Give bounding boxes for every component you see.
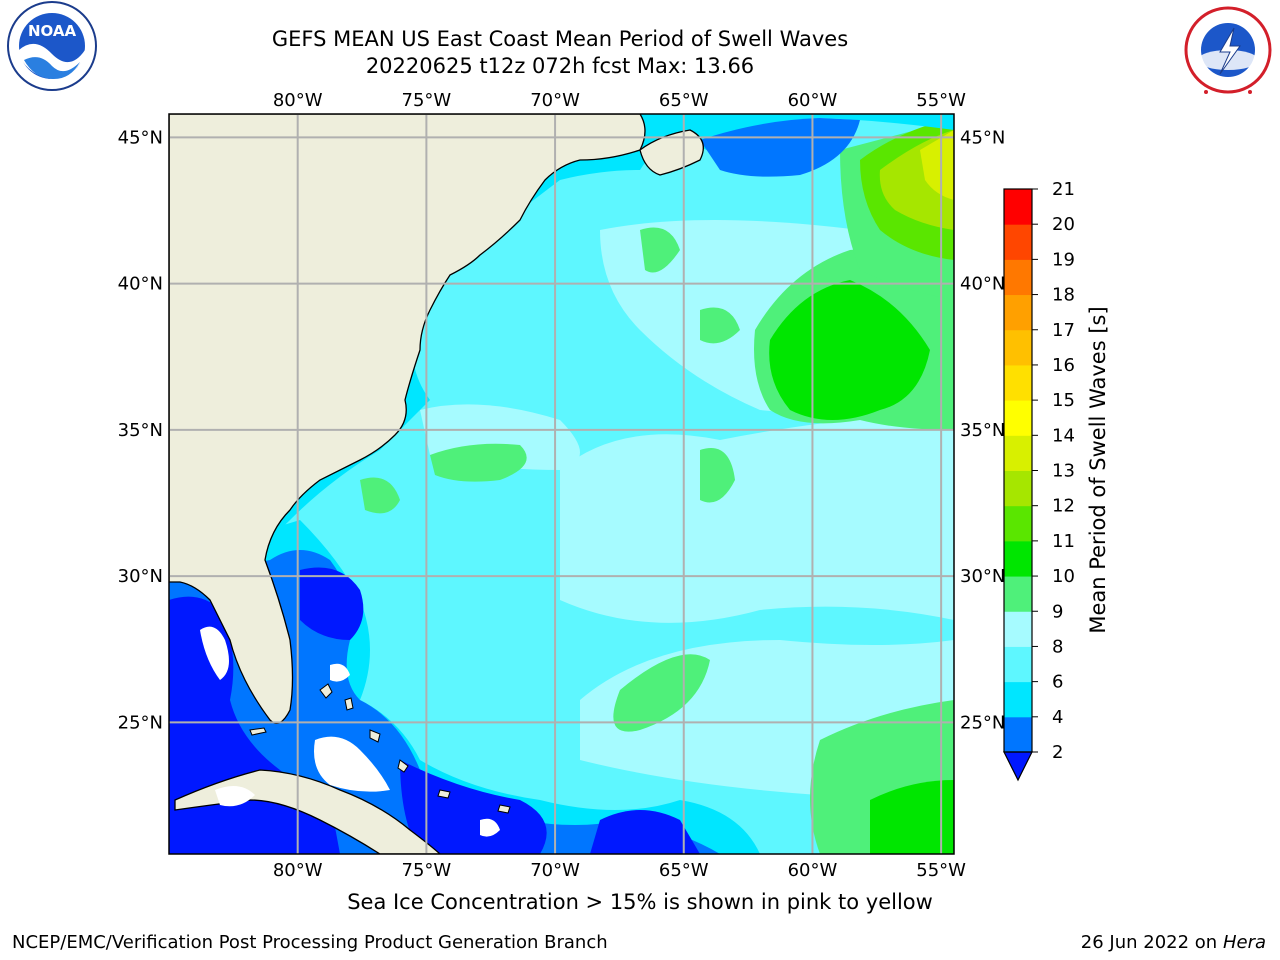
noaa-logo: NOAA (7, 1, 97, 91)
colorbar-tick-label: 2 (1052, 742, 1063, 763)
colorbar-tick-label: 15 (1052, 390, 1075, 411)
lat-label-right: 25°N (960, 712, 1005, 733)
colorbar-under-triangle (1003, 751, 1033, 782)
colorbar-tick-label: 10 (1052, 566, 1075, 587)
credit-date-host: 26 Jun 2022 on Hera (1081, 932, 1266, 953)
lat-label-right: 40°N (960, 274, 1005, 295)
colorbar-swatch (1004, 435, 1032, 471)
swell-zone-9-10-patch-a (430, 443, 527, 482)
swell-zone-2-4-atlantic (300, 567, 364, 640)
swell-zone-13-14 (920, 130, 954, 200)
swell-zone-4-6-gulf-of-maine (700, 118, 860, 177)
colorbar-swatch (1004, 681, 1032, 718)
lat-label-left: 40°N (118, 274, 163, 295)
colorbar-swatch (1004, 189, 1032, 225)
lat-label-right: 45°N (960, 127, 1005, 148)
colorbar-tick-label: 12 (1052, 496, 1075, 517)
colorbar-tick-label: 13 (1052, 461, 1075, 482)
axis-labels: 80°W 80°W 75°W 75°W 70°W 70°W 65°W 65°W 60°W 60°W… (118, 90, 1006, 881)
colorbar-swatch (1004, 329, 1032, 366)
colorbar-swatch (1004, 540, 1032, 577)
colorbar-ticks: 2 4 6 8 9 10 11 12 13 14 15 16 17 18 19 20 21 (1032, 179, 1075, 763)
lon-label-bottom: 80°W (273, 860, 323, 881)
lat-label-right: 35°N (960, 420, 1005, 441)
land-nova-scotia (639, 129, 704, 176)
swell-zone-2-4-caribbean (400, 760, 547, 854)
credit-host: Hera (1222, 932, 1266, 953)
colorbar-swatch (1004, 505, 1032, 542)
colorbar-tick-label: 4 (1052, 707, 1063, 728)
colorbar-swatch (1004, 576, 1032, 612)
swell-zone-2-4-caribbean-east (590, 810, 700, 854)
colorbar-swatch (1004, 400, 1032, 436)
colorbar-tick-label: 6 (1052, 672, 1063, 693)
lon-label-bottom: 60°W (788, 860, 838, 881)
nws-logo (1184, 6, 1272, 94)
map-frame (168, 113, 955, 855)
colorbar-swatch (1004, 294, 1032, 331)
colorbar-tick-label: 11 (1052, 531, 1075, 552)
lat-label-right: 30°N (960, 566, 1005, 587)
graticule (169, 114, 954, 854)
no-data-areas (200, 626, 500, 837)
colorbar-swatch (1004, 224, 1032, 260)
chart-title: GEFS MEAN US East Coast Mean Period of S… (271, 27, 849, 51)
lon-label-top: 60°W (788, 90, 838, 111)
colorbar-tick-label: 8 (1052, 636, 1063, 657)
swell-zone-9-10-patch-d (640, 227, 680, 273)
colorbar-tick-label: 18 (1052, 285, 1075, 306)
sea-ice-note: Sea Ice Concentration > 15% is shown in … (347, 890, 933, 914)
colorbar-tick-label: 16 (1052, 355, 1075, 376)
colorbar-tick-label: 19 (1052, 249, 1075, 270)
swell-zone-9-10-patch-c (700, 307, 740, 344)
colorbar-label: Mean Period of Swell Waves [s] (1086, 306, 1110, 633)
lon-label-top: 80°W (273, 90, 323, 111)
swell-zone-9-10-south (613, 654, 710, 732)
lon-label-bottom: 70°W (530, 860, 580, 881)
lat-label-left: 25°N (118, 712, 163, 733)
credit-date: 26 Jun 2022 on (1080, 932, 1218, 953)
colorbar-tick-label: 21 (1052, 179, 1075, 200)
colorbar-tick-label: 20 (1052, 214, 1075, 235)
lon-label-top: 70°W (530, 90, 580, 111)
swell-zone-8-9-center (560, 410, 954, 623)
credit-branch: NCEP/EMC/Verification Post Processing Pr… (12, 932, 608, 953)
lon-label-top: 75°W (402, 90, 452, 111)
colorbar-swatch (1004, 646, 1032, 683)
lon-label-bottom: 65°W (659, 860, 709, 881)
land-north-america (169, 114, 646, 724)
colorbar-swatch (1004, 364, 1032, 401)
land-bahamas (249, 683, 511, 814)
lat-label-left: 30°N (118, 566, 163, 587)
colorbar-swatch (1004, 259, 1032, 296)
colorbar-swatch (1004, 470, 1032, 507)
colorbar-tick-label: 9 (1052, 601, 1063, 622)
swell-zone-9-10-patch-e (700, 448, 735, 503)
lon-label-bottom: 75°W (402, 860, 452, 881)
colorbar-swatches (1003, 188, 1033, 782)
swell-zone-10-11-south (870, 780, 954, 854)
swell-zone-9-10-patch-b (360, 477, 400, 514)
chart-subtitle: 20220625 t12z 072h fcst Max: 13.66 (365, 54, 755, 78)
colorbar-tick-label: 14 (1052, 425, 1075, 446)
lat-label-left: 45°N (118, 127, 163, 148)
colorbar-swatch (1004, 716, 1032, 753)
noaa-logo-text: NOAA (28, 22, 77, 40)
lon-label-bottom: 55°W (916, 860, 966, 881)
colorbar-tick-label: 17 (1052, 320, 1075, 341)
swell-zone-10-11 (769, 280, 930, 420)
colorbar-swatch (1004, 611, 1032, 647)
lat-label-left: 35°N (118, 420, 163, 441)
lon-label-top: 65°W (659, 90, 709, 111)
lon-label-top: 55°W (916, 90, 966, 111)
